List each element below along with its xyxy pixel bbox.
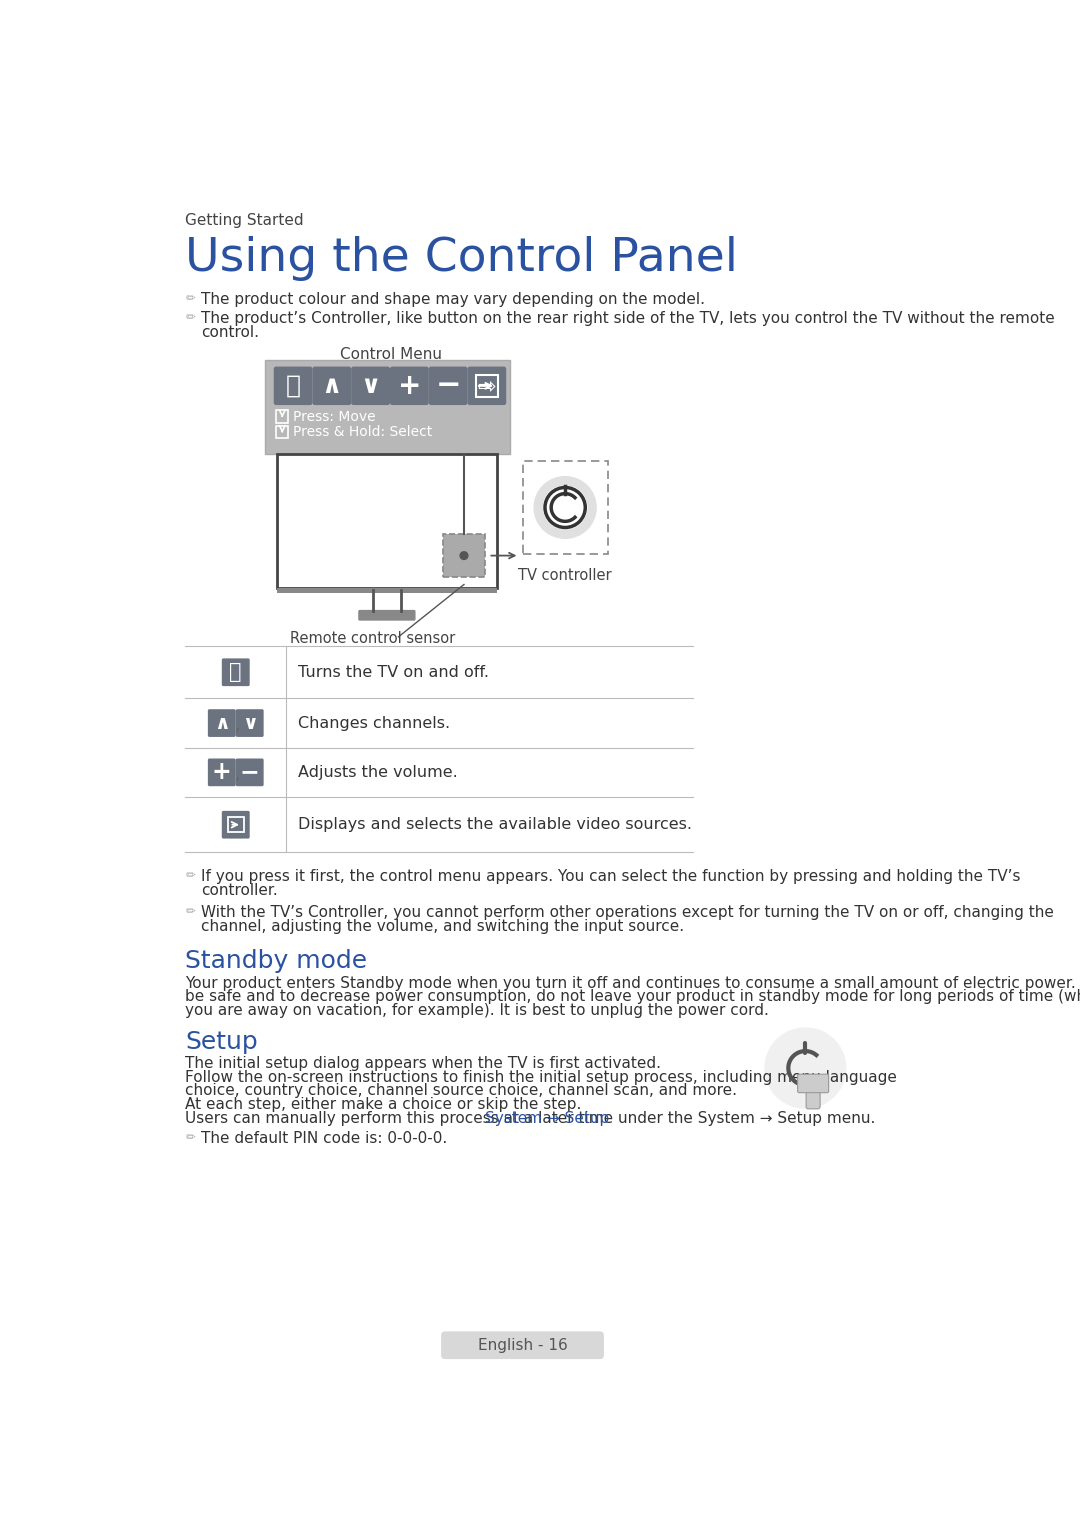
Bar	[228, 818, 243, 833]
Text: ⇨: ⇨	[477, 376, 496, 396]
Bar	[276, 589, 497, 594]
Text: ⏻: ⏻	[285, 374, 300, 397]
FancyBboxPatch shape	[806, 1081, 820, 1109]
Text: ✏: ✏	[186, 311, 195, 324]
Circle shape	[543, 486, 586, 529]
Text: Displays and selects the available video sources.: Displays and selects the available video…	[298, 818, 692, 833]
Text: be safe and to decrease power consumption, do not leave your product in standby : be safe and to decrease power consumptio…	[186, 989, 1080, 1005]
Text: Your product enters Standby mode when you turn it off and continues to consume a: Your product enters Standby mode when yo…	[186, 976, 1080, 991]
Text: choice, country choice, channel source choice, channel scan, and more.: choice, country choice, channel source c…	[186, 1083, 738, 1098]
Text: Remote control sensor: Remote control sensor	[291, 630, 456, 646]
Text: ∨: ∨	[361, 374, 381, 397]
FancyBboxPatch shape	[221, 658, 249, 686]
FancyBboxPatch shape	[221, 811, 249, 839]
Text: ✏: ✏	[186, 870, 195, 882]
Bar	[443, 534, 485, 577]
Text: English - 16: English - 16	[477, 1338, 567, 1353]
Bar	[276, 411, 288, 423]
Text: ∧: ∧	[322, 374, 342, 397]
Text: Adjusts the volume.: Adjusts the volume.	[298, 765, 458, 779]
FancyBboxPatch shape	[207, 758, 235, 787]
Text: Press & Hold: Select: Press & Hold: Select	[293, 425, 432, 439]
Text: Setup: Setup	[186, 1029, 258, 1054]
Text: ∨: ∨	[242, 713, 258, 733]
Text: The default PIN code is: 0-0-0-0.: The default PIN code is: 0-0-0-0.	[201, 1131, 447, 1146]
FancyBboxPatch shape	[441, 1332, 604, 1359]
Text: System → Setup: System → Setup	[485, 1111, 609, 1126]
Text: −: −	[435, 371, 461, 400]
FancyBboxPatch shape	[207, 709, 235, 736]
Bar	[476, 374, 498, 397]
Text: Standby mode: Standby mode	[186, 950, 367, 974]
Text: controller.: controller.	[201, 884, 278, 899]
Text: −: −	[240, 761, 259, 784]
Text: Getting Started: Getting Started	[186, 213, 303, 229]
Text: you are away on vacation, for example). It is best to unplug the power cord.: you are away on vacation, for example). …	[186, 1003, 769, 1019]
Text: control.: control.	[201, 325, 259, 341]
FancyBboxPatch shape	[312, 367, 351, 405]
Text: Users can manually perform this process at a later time under the System → Setup: Users can manually perform this process …	[186, 1111, 876, 1126]
Text: Press: Move: Press: Move	[293, 410, 376, 423]
Text: TV controller: TV controller	[518, 568, 612, 583]
FancyBboxPatch shape	[235, 709, 264, 736]
Text: Using the Control Panel: Using the Control Panel	[186, 236, 739, 281]
Text: ,: ,	[234, 716, 240, 733]
FancyBboxPatch shape	[468, 367, 507, 405]
Text: +: +	[212, 761, 232, 784]
Text: ⏻: ⏻	[229, 663, 242, 683]
Text: The initial setup dialog appears when the TV is first activated.: The initial setup dialog appears when th…	[186, 1055, 661, 1071]
Text: channel, adjusting the volume, and switching the input source.: channel, adjusting the volume, and switc…	[201, 919, 684, 934]
FancyBboxPatch shape	[273, 367, 312, 405]
Circle shape	[765, 1028, 846, 1108]
Text: ,: ,	[234, 765, 240, 782]
Text: If you press it first, the control menu appears. You can select the function by : If you press it first, the control menu …	[201, 870, 1021, 885]
Text: Turns the TV on and off.: Turns the TV on and off.	[298, 664, 489, 680]
Text: The product’s Controller, like button on the rear right side of the TV, lets you: The product’s Controller, like button on…	[201, 311, 1055, 327]
Text: ✏: ✏	[186, 905, 195, 917]
Text: At each step, either make a choice or skip the step.: At each step, either make a choice or sk…	[186, 1097, 582, 1112]
Bar	[523, 462, 608, 554]
FancyBboxPatch shape	[390, 367, 429, 405]
Text: Control Menu: Control Menu	[340, 347, 442, 362]
Bar	[276, 454, 497, 589]
Text: ∧: ∧	[214, 713, 230, 733]
FancyBboxPatch shape	[266, 359, 510, 454]
Text: With the TV’s Controller, you cannot perform other operations except for turning: With the TV’s Controller, you cannot per…	[201, 905, 1054, 920]
Text: The product colour and shape may vary depending on the model.: The product colour and shape may vary de…	[201, 291, 705, 307]
Text: Changes channels.: Changes channels.	[298, 715, 450, 730]
Text: ✏: ✏	[186, 291, 195, 305]
FancyBboxPatch shape	[798, 1074, 828, 1092]
Circle shape	[460, 552, 468, 560]
FancyBboxPatch shape	[429, 367, 468, 405]
Text: +: +	[397, 371, 421, 400]
Text: ✏: ✏	[186, 1131, 195, 1144]
Bar	[276, 426, 288, 439]
FancyBboxPatch shape	[351, 367, 390, 405]
Circle shape	[535, 477, 596, 538]
FancyBboxPatch shape	[359, 611, 416, 621]
FancyBboxPatch shape	[235, 758, 264, 787]
Text: Follow the on-screen instructions to finish the initial setup process, including: Follow the on-screen instructions to fin…	[186, 1069, 897, 1085]
